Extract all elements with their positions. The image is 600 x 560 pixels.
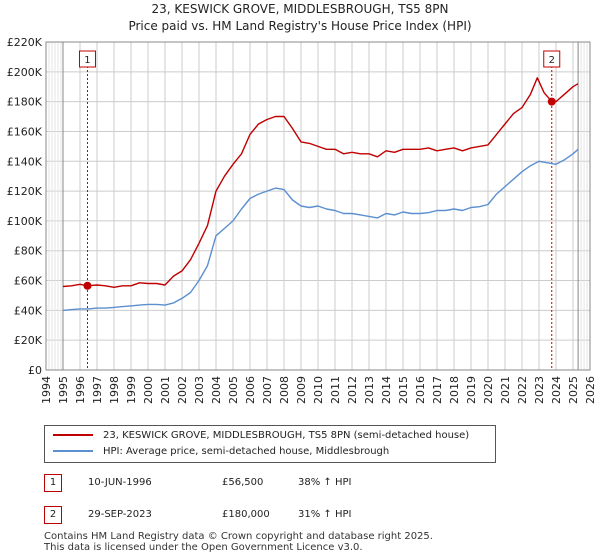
y-tick-label: £220K	[7, 36, 43, 49]
transaction-hpi: 31% ↑ HPI	[298, 509, 352, 520]
x-tick-label: 2015	[397, 376, 410, 404]
y-tick-label: £140K	[7, 155, 43, 168]
y-tick-label: £60K	[14, 275, 43, 288]
x-tick-label: 2009	[295, 376, 308, 404]
y-tick-label: £180K	[7, 96, 43, 109]
x-tick-label: 1995	[57, 376, 70, 404]
y-tick-label: £20K	[14, 334, 43, 347]
x-tick-label: 1997	[91, 376, 104, 404]
footer-licence: This data is licensed under the Open Gov…	[44, 542, 363, 553]
y-tick-label: £0	[28, 364, 42, 377]
x-tick-label: 1996	[74, 376, 87, 404]
legend-label-hpi: HPI: Average price, semi-detached house,…	[103, 446, 390, 457]
x-tick-label: 2003	[193, 376, 206, 404]
x-tick-label: 2019	[465, 376, 478, 404]
x-tick-label: 2022	[516, 376, 529, 404]
sale-marker-box	[78, 50, 96, 68]
sale-marker-label: 2	[549, 55, 555, 66]
x-tick-label: 1998	[108, 376, 121, 404]
x-tick-label: 2014	[380, 376, 393, 404]
x-tick-label: 2004	[210, 376, 223, 404]
footer-copyright: Contains HM Land Registry data © Crown c…	[44, 531, 433, 542]
x-tick-label: 2000	[142, 376, 155, 404]
x-tick-label: 2006	[244, 376, 257, 404]
x-tick-label: 2010	[312, 376, 325, 404]
transaction-date: 29-SEP-2023	[88, 509, 152, 520]
x-tick-label: 2001	[159, 376, 172, 404]
transaction-hpi: 38% ↑ HPI	[298, 477, 352, 488]
transaction-badge: 2	[44, 506, 62, 524]
y-tick-label: £100K	[7, 215, 43, 228]
x-tick-label: 2023	[533, 376, 546, 404]
x-tick-label: 2002	[176, 376, 189, 404]
legend-line-hpi	[53, 450, 93, 452]
x-tick-label: 2021	[499, 376, 512, 404]
legend-line-property	[53, 434, 93, 436]
sale-marker-label: 1	[84, 55, 90, 66]
transaction-price: £56,500	[222, 477, 264, 488]
x-tick-label: 2005	[227, 376, 240, 404]
x-tick-label: 2026	[584, 376, 597, 404]
x-tick-label: 2024	[550, 376, 563, 404]
x-tick-label: 1994	[40, 376, 53, 404]
sale-point	[83, 281, 92, 290]
x-tick-label: 2011	[329, 376, 342, 404]
transaction-badge: 1	[44, 474, 62, 492]
sale-point	[547, 97, 556, 106]
x-tick-label: 2008	[278, 376, 291, 404]
series-line-property	[62, 77, 579, 288]
x-tick-label: 2018	[448, 376, 461, 404]
x-tick-label: 2012	[346, 376, 359, 404]
plot-border	[45, 41, 591, 371]
y-tick-label: £200K	[7, 66, 43, 79]
legend-label-property: 23, KESWICK GROVE, MIDDLESBROUGH, TS5 8P…	[103, 430, 470, 441]
x-tick-label: 1999	[125, 376, 138, 404]
y-tick-label: £40K	[14, 304, 43, 317]
x-tick-label: 2007	[261, 376, 274, 404]
legend-entry-property: 23, KESWICK GROVE, MIDDLESBROUGH, TS5 8P…	[53, 428, 469, 444]
y-tick-label: £160K	[7, 125, 43, 138]
chart-title: 23, KESWICK GROVE, MIDDLESBROUGH, TS5 8P…	[151, 2, 449, 16]
y-tick-label: £120K	[7, 185, 43, 198]
x-tick-label: 2016	[414, 376, 427, 404]
legend-entry-hpi: HPI: Average price, semi-detached house,…	[53, 444, 389, 460]
y-tick-label: £80K	[14, 245, 43, 258]
transaction-date: 10-JUN-1996	[88, 477, 152, 488]
chart-legend: 23, KESWICK GROVE, MIDDLESBROUGH, TS5 8P…	[44, 425, 496, 463]
price-chart: £0 £20K £40K £60K £80K £100K £120K £140K £160K £1…	[7, 36, 597, 404]
x-tick-label: 2020	[482, 376, 495, 404]
x-tick-label: 2025	[567, 376, 580, 404]
series-line-hpi	[62, 148, 579, 312]
x-tick-label: 2017	[431, 376, 444, 404]
x-tick-label: 2013	[363, 376, 376, 404]
chart-subtitle: Price paid vs. HM Land Registry's House …	[128, 19, 472, 33]
footer-notice: Contains HM Land Registry data © Crown c…	[44, 531, 433, 553]
sale-marker-box	[543, 50, 561, 68]
transaction-price: £180,000	[222, 509, 270, 520]
